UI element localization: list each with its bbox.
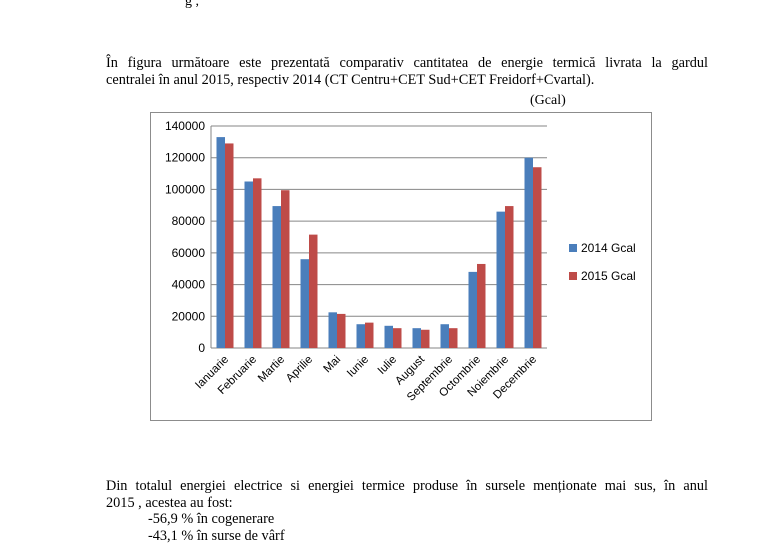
y-tick-label: 60000	[172, 246, 206, 260]
intro-line-2: centralei în anul 2015, respectiv 2014 (…	[106, 72, 595, 88]
legend-label: 2014 Gcal	[581, 241, 636, 255]
bar-2014	[412, 328, 421, 348]
bar-chart: 0 20000 40000 60000 80000 100000 120000 140000 I…	[165, 119, 636, 404]
bar-2015	[449, 328, 458, 348]
x-tick-label: Martie	[256, 354, 287, 385]
bar-2014	[440, 324, 449, 348]
y-tick-label: 40000	[172, 278, 206, 292]
peak-source-share: -43,1 % în surse de vârf	[148, 528, 285, 544]
bar-2014	[272, 206, 281, 348]
bar-2015	[393, 328, 402, 348]
bar-2014	[328, 312, 337, 348]
x-tick-label: Mai	[322, 354, 344, 376]
cogeneration-share: -56,9 % în cogenerare	[148, 511, 275, 527]
bar-2015	[421, 329, 430, 348]
bar-2014	[300, 259, 309, 348]
y-tick-label: 80000	[172, 214, 206, 228]
conclusion-line-1: Din totalul energiei electrice si energi…	[106, 478, 708, 494]
bar-2015	[253, 178, 262, 348]
bar-2015	[281, 190, 290, 348]
y-tick-label: 120000	[165, 151, 205, 165]
x-tick-label: Aprilie	[284, 354, 315, 385]
y-tick-label: 100000	[165, 182, 205, 196]
bar-2014	[468, 271, 477, 348]
bar-2014	[524, 157, 533, 348]
chart-frame: 0 20000 40000 60000 80000 100000 120000 140000 I…	[150, 112, 652, 421]
bar-2014	[216, 137, 225, 348]
bar-2015	[533, 167, 542, 348]
top-text-fragment: g ,	[185, 0, 199, 9]
y-tick-label: 0	[198, 341, 205, 355]
legend-swatch	[569, 244, 577, 252]
y-tick-label: 20000	[172, 309, 206, 323]
intro-line-1: În figura următoare este prezentată comp…	[106, 55, 708, 71]
conclusion-line-2: 2015 , acestea au fost:	[106, 495, 233, 511]
bar-2015	[225, 143, 234, 348]
y-tick-label: 140000	[165, 119, 205, 133]
bar-2015	[477, 263, 486, 348]
bar-2015	[309, 234, 318, 348]
bar-2015	[505, 206, 514, 348]
bar-2014	[384, 325, 393, 348]
intro-paragraph: În figura următoare este prezentată comp…	[106, 55, 708, 89]
unit-label: (Gcal)	[530, 93, 566, 108]
x-tick-label: Iunie	[345, 354, 371, 380]
bar-2014	[496, 211, 505, 348]
legend-swatch	[569, 272, 577, 280]
bar-2015	[365, 322, 374, 348]
x-tick-label: Iulie	[376, 354, 399, 377]
bar-2014	[356, 324, 365, 348]
bar-2015	[337, 313, 346, 348]
legend-label: 2015 Gcal	[581, 269, 636, 283]
conclusion-paragraph: Din totalul energiei electrice si energi…	[106, 478, 708, 512]
bar-2014	[244, 181, 253, 348]
